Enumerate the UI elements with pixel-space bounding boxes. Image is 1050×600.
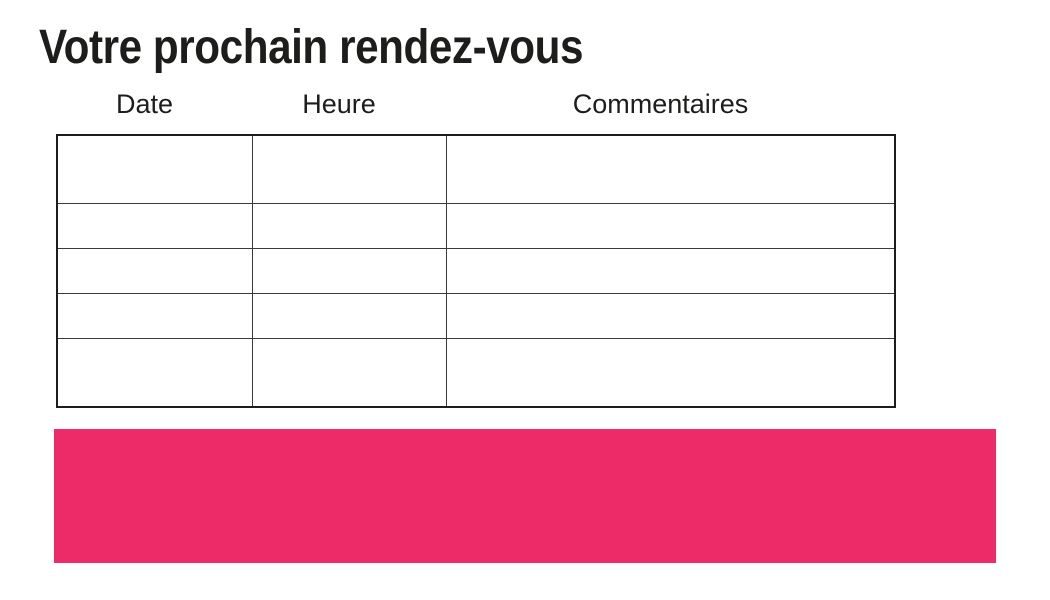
table-cell [56, 293, 253, 340]
table-cell [251, 134, 447, 204]
appointments-table-body [56, 134, 896, 408]
table-cell [445, 134, 896, 204]
table-cell [251, 247, 447, 295]
table-cell [56, 134, 253, 204]
table-cell [251, 202, 447, 249]
column-header-date: Date [115, 89, 174, 119]
column-header-commentaires: Commentaires [572, 89, 749, 119]
table-cell [445, 338, 896, 408]
table-row [56, 202, 896, 249]
table-cell [251, 293, 447, 340]
table-cell [56, 202, 253, 249]
table-row [56, 134, 896, 204]
table-row [56, 293, 896, 340]
table-cell [251, 338, 447, 408]
appointments-table [56, 134, 896, 408]
table-row [56, 338, 896, 408]
table-cell [445, 202, 896, 249]
table-cell [56, 247, 253, 295]
table-cell [445, 293, 896, 340]
table-row [56, 247, 896, 295]
page-title: Votre prochain rendez-vous [39, 21, 584, 74]
accent-color-band [54, 429, 996, 563]
table-cell [56, 338, 253, 408]
table-cell [445, 247, 896, 295]
table-column-headers: Date Heure Commentaires [47, 91, 885, 118]
column-header-heure: Heure [302, 89, 376, 119]
